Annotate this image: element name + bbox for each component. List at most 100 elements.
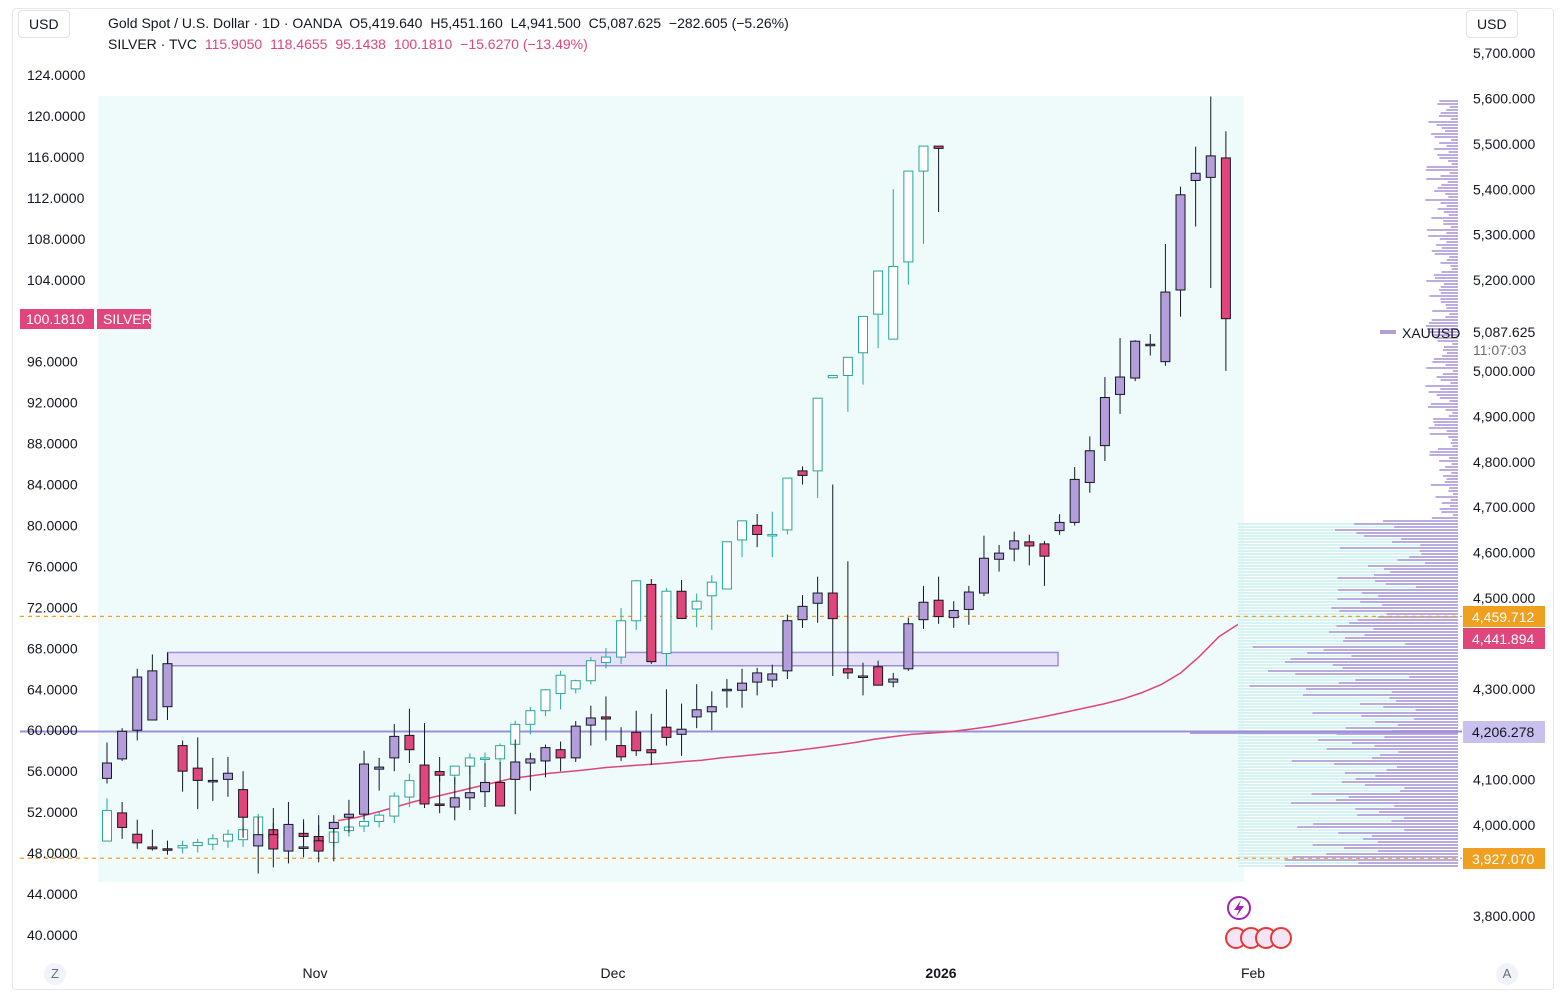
silver-candle-body bbox=[691, 709, 702, 718]
zoom-reset-button[interactable]: Z bbox=[44, 963, 66, 985]
volume-profile-bar bbox=[1445, 193, 1458, 195]
volume-profile-bg-bar bbox=[1238, 787, 1458, 789]
volume-profile-bar bbox=[1338, 589, 1458, 591]
time-axis[interactable]: Nov Dec 2026 Feb bbox=[303, 965, 1266, 981]
volume-profile-bar bbox=[1352, 742, 1458, 744]
volume-profile-bar bbox=[1375, 580, 1458, 582]
volume-profile-bg-bar bbox=[1238, 595, 1458, 597]
volume-profile-bar bbox=[1329, 631, 1458, 633]
volume-profile-bar bbox=[1428, 391, 1458, 393]
volume-profile-bar bbox=[1380, 754, 1458, 756]
left-axis-tick: 60.0000 bbox=[27, 722, 78, 738]
volume-profile-bar bbox=[1446, 109, 1458, 111]
volume-profile-bar bbox=[1448, 196, 1458, 198]
right-axis-tick: 4,300.000 bbox=[1473, 681, 1535, 697]
volume-profile-bar bbox=[1439, 289, 1458, 291]
left-axis-tick: 76.0000 bbox=[27, 558, 78, 574]
volume-profile-bar bbox=[1326, 853, 1458, 855]
volume-profile-bar bbox=[1397, 559, 1458, 561]
volume-profile-bg-bar bbox=[1238, 736, 1458, 738]
silver-candle-body bbox=[374, 766, 385, 770]
silver-candle-body bbox=[661, 726, 672, 738]
gold-candle-body bbox=[207, 838, 218, 845]
silver-candle-body bbox=[1054, 521, 1065, 532]
volume-profile-bar bbox=[1439, 469, 1458, 471]
volume-profile-bar bbox=[1395, 700, 1458, 702]
legend-silver-row[interactable]: SILVER · TVC 115.9050 118.4655 95.1438 1… bbox=[108, 34, 789, 55]
volume-profile-bar bbox=[1439, 238, 1458, 240]
right-axis[interactable]: 5,700.000 5,600.000 5,500.000 5,400.000 5,30… bbox=[1473, 45, 1535, 924]
volume-profile-bar bbox=[1437, 448, 1458, 450]
silver-candle-body bbox=[464, 792, 475, 799]
volume-profile-bar bbox=[1374, 745, 1458, 747]
legend-gold-close: C5,087.625 bbox=[588, 15, 662, 31]
volume-profile-bar bbox=[1312, 844, 1458, 846]
left-axis[interactable]: 124.0000 120.0000 116.0000 112.0000 108.0000… bbox=[27, 67, 86, 943]
volume-profile-bar bbox=[1439, 508, 1458, 510]
event-icons[interactable] bbox=[1225, 896, 1292, 949]
level-low-tag bbox=[1463, 848, 1545, 869]
volume-profile-bar bbox=[1404, 829, 1458, 831]
volume-profile-bar bbox=[1445, 364, 1458, 366]
silver-candle-body bbox=[177, 745, 188, 772]
silver-candle-body bbox=[328, 821, 339, 830]
left-scale-currency-button[interactable]: USD bbox=[18, 10, 70, 38]
volume-profile-bar bbox=[1439, 460, 1458, 462]
volume-profile-bg-bar bbox=[1238, 808, 1458, 810]
volume-profile-bar bbox=[1392, 541, 1458, 543]
silver-candle-body bbox=[449, 797, 460, 808]
volume-profile-bar bbox=[1374, 574, 1458, 576]
volume-profile-bar bbox=[1451, 268, 1458, 270]
silver-candle-body bbox=[918, 601, 929, 621]
volume-profile-bg-bar bbox=[1238, 691, 1458, 693]
volume-profile-bg-bar bbox=[1238, 709, 1458, 711]
volume-profile-bar bbox=[1450, 139, 1458, 141]
silver-candle-body bbox=[1115, 376, 1126, 395]
left-axis-tick: 96.0000 bbox=[27, 354, 78, 370]
left-axis-tick: 124.0000 bbox=[27, 67, 86, 83]
volume-profile-bar bbox=[1440, 175, 1458, 177]
volume-profile-bg-bar bbox=[1238, 643, 1458, 645]
silver-candle-body bbox=[978, 557, 989, 594]
volume-profile-bar bbox=[1446, 430, 1458, 432]
volume-profile-bar bbox=[1375, 775, 1458, 777]
gold-candle-body bbox=[389, 795, 400, 817]
volume-profile-bar bbox=[1429, 295, 1458, 297]
legend: Gold Spot / U.S. Dollar · 1D · OANDA O5,… bbox=[108, 13, 789, 55]
gold-candle-body bbox=[102, 810, 112, 842]
silver-candle-body bbox=[767, 673, 778, 681]
volume-profile-bar bbox=[1433, 421, 1458, 423]
volume-profile-bar bbox=[1348, 796, 1458, 798]
volume-profile-bar bbox=[1403, 817, 1458, 819]
silver-candle-body bbox=[540, 747, 551, 762]
volume-profile-bar bbox=[1357, 814, 1458, 816]
auto-scale-button[interactable]: A bbox=[1496, 963, 1518, 985]
legend-gold-row[interactable]: Gold Spot / U.S. Dollar · 1D · OANDA O5,… bbox=[108, 13, 789, 34]
volume-profile-bg-bar bbox=[1238, 700, 1458, 702]
volume-profile-bar bbox=[1285, 865, 1458, 867]
volume-profile-bar bbox=[1359, 703, 1458, 705]
silver-price-tag bbox=[20, 309, 94, 329]
us-flag-icon[interactable] bbox=[1270, 927, 1292, 949]
volume-profile-bar bbox=[1435, 337, 1458, 339]
silver-candle-body bbox=[842, 668, 853, 674]
session-background bbox=[98, 96, 1244, 882]
volume-profile-bar bbox=[1446, 307, 1458, 309]
volume-profile-bar bbox=[1439, 397, 1458, 399]
volume-profile-bg-bar bbox=[1238, 697, 1458, 699]
right-scale-currency-button[interactable]: USD bbox=[1466, 10, 1518, 38]
silver-candle-body bbox=[525, 758, 536, 764]
volume-profile-bar bbox=[1428, 427, 1458, 429]
volume-profile-bar bbox=[1341, 781, 1458, 783]
left-axis-tick: 44.0000 bbox=[27, 886, 78, 902]
volume-profile-bg-bar bbox=[1238, 538, 1458, 540]
gold-candle-body bbox=[434, 771, 445, 776]
volume-profile-bar bbox=[1425, 562, 1458, 564]
silver-candle-body bbox=[102, 762, 112, 779]
volume-profile-bar bbox=[1440, 202, 1458, 204]
gold-candle-body bbox=[691, 600, 702, 610]
volume-profile-bar bbox=[1434, 136, 1458, 138]
volume-profile-bar bbox=[1434, 277, 1458, 279]
volume-profile-bg-bar bbox=[1238, 715, 1458, 717]
